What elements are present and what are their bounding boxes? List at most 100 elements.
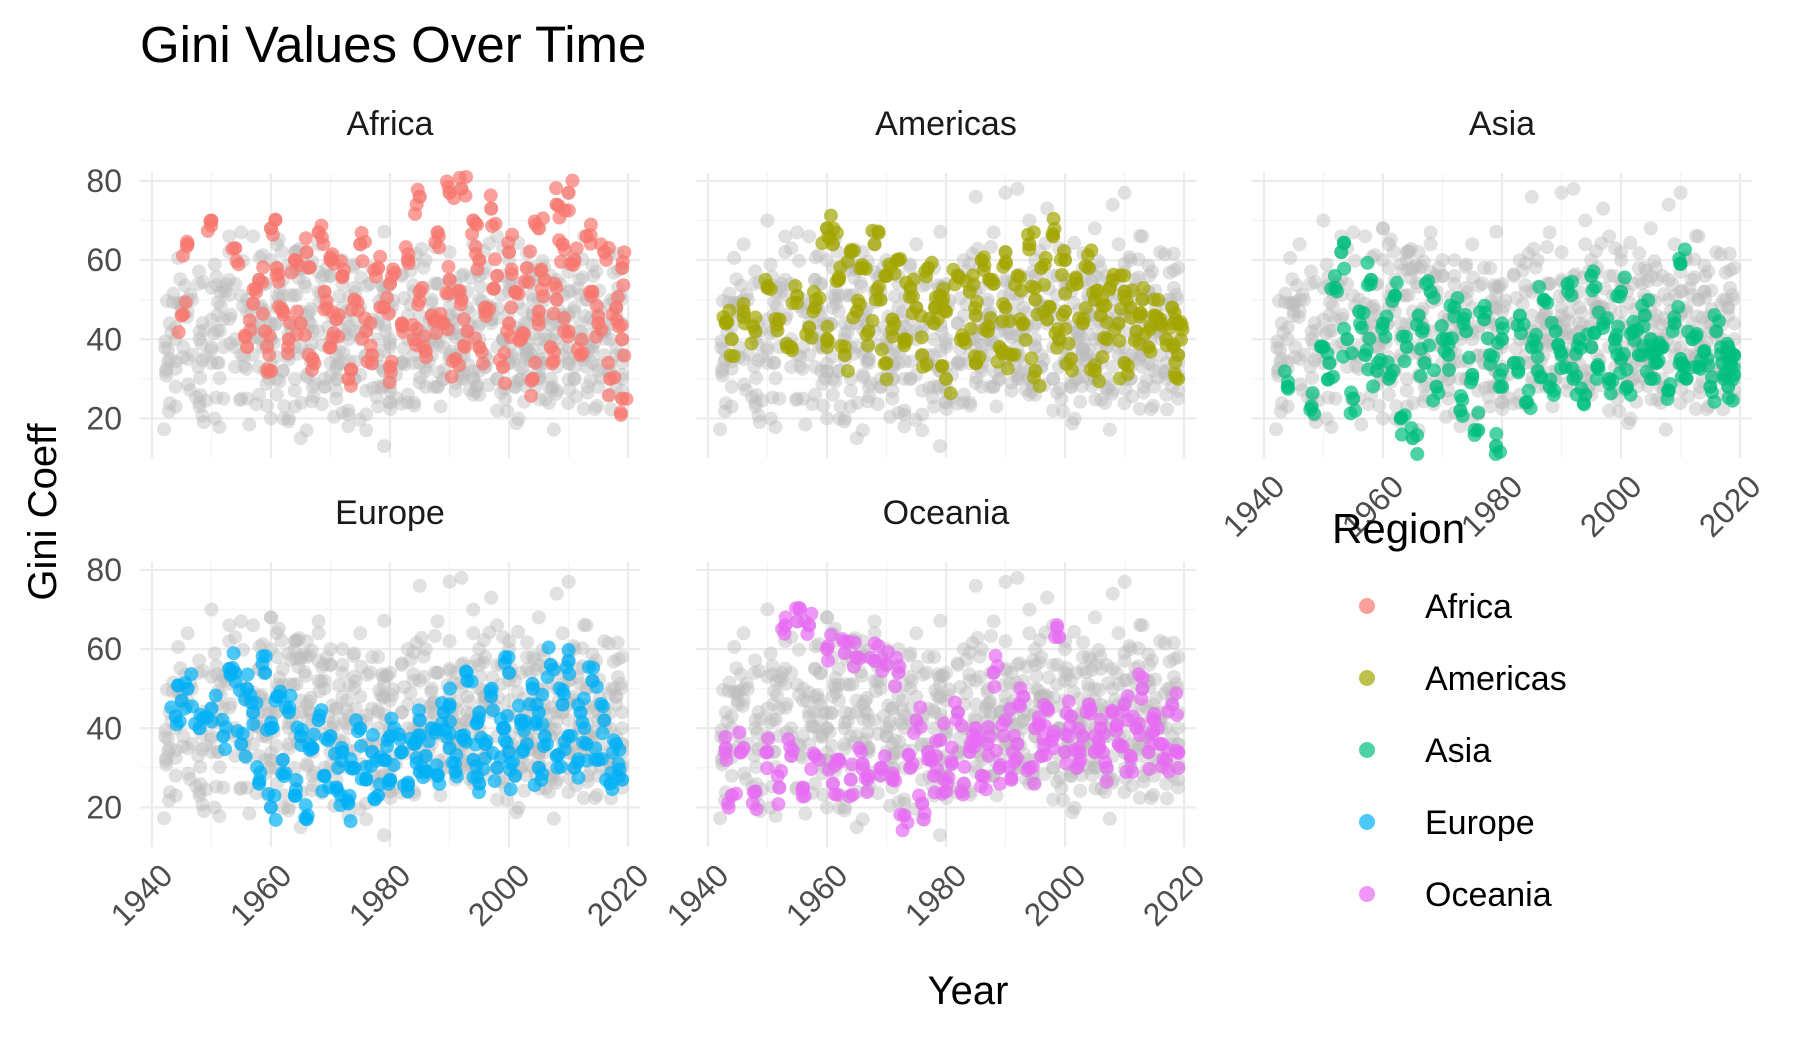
data-point-americas <box>865 314 879 328</box>
data-point-africa <box>458 189 472 203</box>
data-point-americas <box>1008 348 1022 362</box>
background-point <box>561 785 575 799</box>
background-point <box>1673 396 1687 410</box>
background-point <box>204 729 218 743</box>
data-point-asia <box>1700 352 1714 366</box>
data-point-asia <box>1637 320 1651 334</box>
data-point-europe <box>590 680 604 694</box>
data-point-europe <box>558 742 572 756</box>
background-point <box>216 312 230 326</box>
background-point <box>816 399 830 413</box>
data-point-asia <box>1628 334 1642 348</box>
data-point-africa <box>612 319 626 333</box>
data-point-europe <box>470 717 484 731</box>
data-point-americas <box>870 283 884 297</box>
data-point-africa <box>558 243 572 257</box>
data-point-americas <box>939 372 953 386</box>
data-point-asia <box>1596 321 1610 335</box>
panel-strip-label: Europe <box>335 494 445 532</box>
background-point <box>1160 791 1174 805</box>
data-point-asia <box>1380 310 1394 324</box>
background-point <box>1495 277 1509 291</box>
data-point-asia <box>1590 372 1604 386</box>
data-point-americas <box>1098 298 1112 312</box>
background-point <box>1495 396 1509 410</box>
background-point <box>1644 221 1658 235</box>
data-point-africa <box>262 348 276 362</box>
data-point-europe <box>474 731 488 745</box>
background-point <box>240 781 254 795</box>
data-point-africa <box>617 349 631 363</box>
background-point <box>861 394 875 408</box>
background-point <box>576 270 590 284</box>
background-point <box>1293 293 1307 307</box>
background-point <box>764 257 778 271</box>
data-point-asia <box>1337 262 1351 276</box>
background-point <box>747 666 761 680</box>
background-point <box>169 769 183 783</box>
background-point <box>472 388 486 402</box>
background-point <box>228 360 242 374</box>
background-point <box>329 701 343 715</box>
data-point-americas <box>860 328 874 342</box>
background-point <box>443 634 457 648</box>
background-point <box>208 257 222 271</box>
data-point-asia <box>1281 375 1295 389</box>
background-point <box>764 646 778 660</box>
background-point <box>862 352 876 366</box>
data-point-asia <box>1336 350 1350 364</box>
background-point <box>1489 289 1503 303</box>
background-point <box>359 384 373 398</box>
background-point <box>1540 240 1554 254</box>
data-point-africa <box>476 357 490 371</box>
data-point-americas <box>737 297 751 311</box>
background-point <box>419 253 433 267</box>
data-point-africa <box>524 374 538 388</box>
background-point <box>353 690 367 704</box>
background-point <box>725 380 739 394</box>
background-point <box>169 789 183 803</box>
background-point <box>466 603 480 617</box>
background-point <box>1112 237 1126 251</box>
background-point <box>260 399 274 413</box>
data-point-asia <box>1456 409 1470 423</box>
data-point-africa <box>484 202 498 216</box>
background-point <box>1293 237 1307 251</box>
background-point <box>1439 410 1453 424</box>
background-point <box>844 384 858 398</box>
background-point <box>300 634 314 648</box>
background-point <box>191 277 205 291</box>
data-point-americas <box>834 339 848 353</box>
background-point <box>577 791 591 805</box>
background-point <box>1382 388 1396 402</box>
background-point <box>562 575 576 589</box>
y-tick-label: 60 <box>86 631 122 667</box>
background-point <box>1624 412 1638 426</box>
background-point <box>1400 384 1414 398</box>
data-point-africa <box>384 365 398 379</box>
background-point <box>240 392 254 406</box>
data-point-americas <box>720 315 734 329</box>
data-point-americas <box>1056 308 1070 322</box>
data-point-asia <box>1303 403 1317 417</box>
data-point-asia <box>1618 270 1632 284</box>
background-point <box>1118 186 1132 200</box>
background-point <box>312 654 326 668</box>
data-point-africa <box>594 323 608 337</box>
background-point <box>1160 402 1174 416</box>
data-point-africa <box>488 217 502 231</box>
x-tick-label: 2000 <box>1573 468 1649 544</box>
background-point <box>371 400 385 414</box>
panel-strip-label: Americas <box>875 105 1017 143</box>
background-point <box>327 410 341 424</box>
data-point-americas <box>936 291 950 305</box>
data-point-africa <box>471 262 485 276</box>
data-point-americas <box>872 226 886 240</box>
background-point <box>163 352 177 366</box>
data-point-americas <box>851 293 865 307</box>
background-point <box>383 694 397 708</box>
data-point-europe <box>535 688 549 702</box>
background-point <box>760 214 774 228</box>
